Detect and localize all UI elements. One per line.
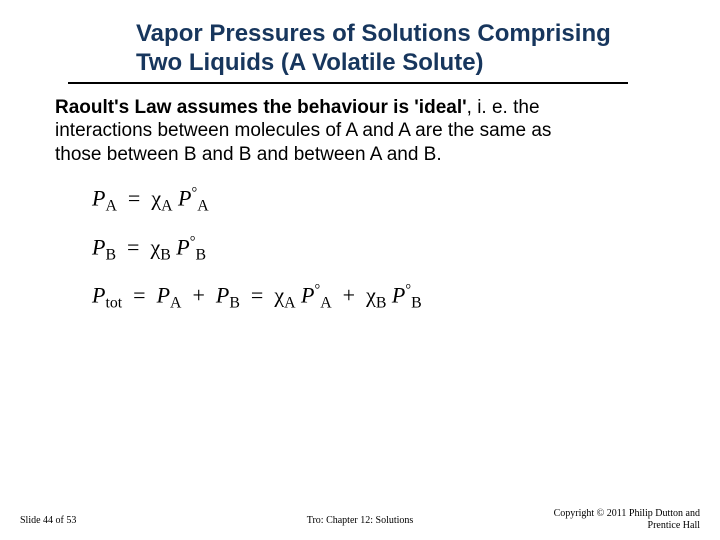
title-line-2: Two Liquids (A Volatile Solute) [136,49,484,76]
copyright-line-1: Copyright © 2011 Philip Dutton and [554,508,700,519]
eq1-P-sub: A [197,198,208,215]
equation-3: Ptot = PA + PB = χA P°A + χB P°B [92,282,720,313]
title-line-1: Vapor Pressures of Solutions Comprising [136,20,611,47]
equation-2: PB = χB P°B [92,234,720,265]
slide-title-region: Vapor Pressures of Solutions Comprising … [0,0,720,84]
eq3-r2-P: P [392,283,405,308]
eq3-mid2-var: P [216,283,229,308]
eq3-r2-chi-sub: B [376,295,387,312]
eq1-chi-sub: A [161,198,172,215]
eq3-r2-P-sub: B [411,295,422,312]
eq3-r1-chi-sub: A [284,295,295,312]
slide-title: Vapor Pressures of Solutions Comprising … [68,0,628,84]
eq3-r2-chi: χ [366,283,376,308]
eq3-lhs-var: P [92,283,105,308]
eq2-chi: χ [150,234,160,259]
eq1-lhs-sub: A [105,198,116,215]
eq2-P: P [176,234,189,259]
copyright: Copyright © 2011 Philip Dutton and Prent… [554,508,700,532]
eq3-mid2-sub: B [229,295,240,312]
equations-block: PA = χA P°A PB = χB P°B Ptot = PA + PB =… [0,167,720,313]
eq2-lhs-sub: B [105,246,116,263]
eq3-r1-chi: χ [274,283,284,308]
eq2-lhs-var: P [92,234,105,259]
body-bold: Raoult's Law assumes the behaviour is 'i… [55,97,467,118]
eq1-lhs-var: P [92,185,105,210]
copyright-line-2: Prentice Hall [648,520,700,531]
eq3-lhs-sub: tot [105,295,122,312]
eq3-r1-P-sub: A [320,295,331,312]
equation-1: PA = χA P°A [92,185,720,216]
eq2-P-sub: B [195,246,206,263]
eq1-P: P [178,185,191,210]
eq1-chi: χ [151,185,161,210]
eq3-mid1-var: P [157,283,170,308]
eq3-r1-P: P [301,283,314,308]
eq3-mid1-sub: A [170,295,181,312]
eq3-plus-2: + [343,283,355,308]
body-paragraph: Raoult's Law assumes the behaviour is 'i… [0,84,640,167]
eq2-chi-sub: B [160,246,171,263]
eq3-plus-1: + [192,283,204,308]
